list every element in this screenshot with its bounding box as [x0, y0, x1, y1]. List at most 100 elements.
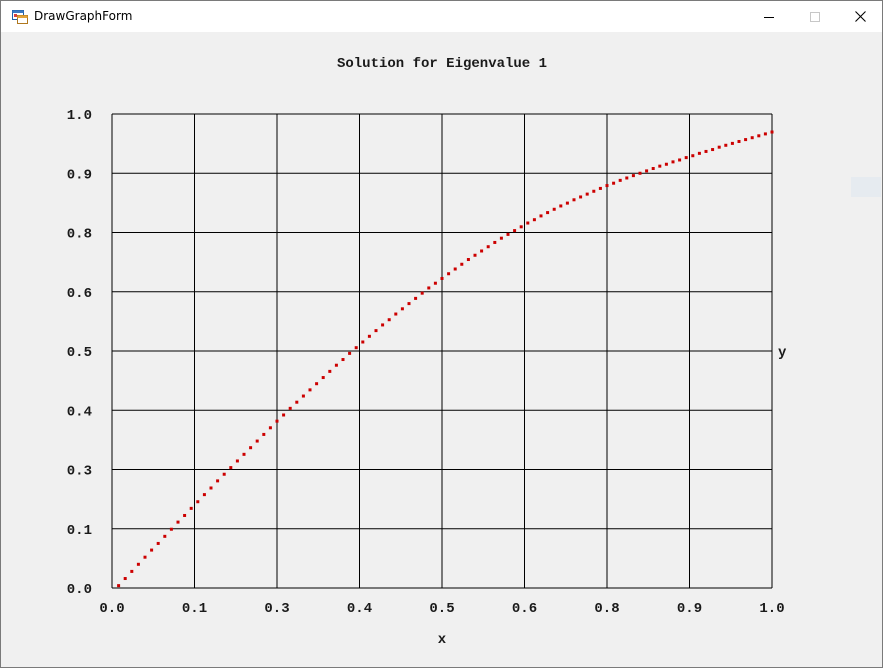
data-point	[664, 162, 668, 166]
data-point	[282, 413, 286, 417]
data-point	[757, 134, 761, 138]
data-point	[150, 548, 154, 552]
data-point	[308, 388, 312, 392]
y-tick-label: 0.3	[67, 464, 92, 480]
data-point	[559, 204, 563, 208]
data-point	[163, 534, 167, 538]
data-point	[440, 276, 444, 280]
data-point	[216, 479, 220, 483]
data-point	[262, 432, 266, 436]
data-point	[229, 466, 233, 470]
data-point	[374, 329, 378, 333]
data-point	[414, 296, 418, 300]
x-axis-label: x	[438, 632, 447, 648]
data-point	[453, 267, 457, 271]
data-point	[513, 229, 517, 233]
x-axis-ticks: 0.0 0.1 0.3 0.4 0.5 0.6 0.8 0.9 1.0	[99, 601, 784, 617]
window-title: DrawGraphForm	[34, 9, 133, 23]
minimize-button[interactable]	[746, 1, 792, 32]
close-button[interactable]	[837, 1, 883, 32]
data-point	[315, 382, 319, 386]
x-tick-label: 0.9	[677, 601, 702, 617]
maximize-button[interactable]	[792, 1, 838, 32]
data-point	[579, 195, 583, 199]
data-point	[361, 340, 365, 344]
data-point	[638, 171, 642, 175]
x-tick-label: 0.1	[182, 601, 207, 617]
data-point	[400, 307, 404, 311]
title-bar[interactable]: DrawGraphForm	[1, 1, 882, 32]
x-tick-label: 0.6	[512, 601, 537, 617]
data-point	[631, 174, 635, 178]
data-point	[750, 136, 754, 140]
data-point	[341, 358, 345, 362]
chart-grid	[111, 113, 773, 589]
data-point	[130, 569, 134, 573]
data-point	[466, 258, 470, 262]
data-point	[493, 240, 497, 244]
y-axis-label: y	[778, 345, 787, 361]
maximize-icon	[810, 11, 820, 22]
data-point	[625, 176, 629, 180]
x-tick-label: 0.3	[264, 601, 289, 617]
data-point	[605, 184, 609, 188]
data-point	[143, 555, 147, 559]
y-tick-label: 0.5	[67, 345, 92, 361]
data-point	[684, 156, 688, 160]
data-series	[117, 130, 774, 588]
data-point	[618, 178, 622, 182]
y-tick-label: 0.8	[67, 227, 92, 243]
y-tick-label: 0.1	[67, 523, 92, 539]
data-point	[348, 351, 352, 355]
data-point	[565, 201, 569, 205]
data-point	[678, 158, 682, 162]
x-tick-label: 1.0	[759, 601, 784, 617]
form-client-area: Solution for Eigenvalue 1 0.0 0.1 0.3 0.4 0.…	[1, 32, 882, 667]
data-point	[506, 232, 510, 236]
x-tick-label: 0.0	[99, 601, 124, 617]
x-tick-label: 0.4	[347, 601, 372, 617]
y-tick-label: 0.6	[67, 286, 92, 302]
x-tick-label: 0.5	[429, 601, 454, 617]
data-point	[394, 312, 398, 316]
data-point	[288, 406, 292, 410]
data-point	[249, 446, 253, 450]
close-icon	[854, 11, 866, 22]
data-point	[420, 291, 424, 295]
data-point	[671, 160, 675, 164]
data-point	[744, 138, 748, 142]
data-point	[519, 225, 523, 229]
data-point	[427, 286, 431, 290]
data-point	[526, 221, 530, 225]
data-point	[328, 369, 332, 373]
data-point	[354, 346, 358, 350]
data-point	[486, 245, 490, 249]
data-point	[592, 189, 596, 193]
data-point	[447, 272, 451, 276]
data-point	[275, 419, 279, 423]
data-point	[730, 141, 734, 145]
data-point	[123, 577, 127, 581]
data-point	[460, 262, 464, 266]
data-point	[189, 506, 193, 510]
data-point	[645, 169, 649, 173]
data-point	[156, 541, 160, 545]
data-point	[737, 139, 741, 143]
data-point	[433, 281, 437, 285]
data-point	[539, 214, 543, 218]
chart-title: Solution for Eigenvalue 1	[337, 56, 547, 72]
data-point	[770, 130, 774, 134]
data-point	[763, 132, 767, 136]
data-point	[334, 363, 338, 367]
data-point	[717, 145, 721, 149]
data-point	[367, 334, 371, 338]
data-point	[169, 527, 173, 531]
data-point	[381, 323, 385, 327]
eigenvalue-chart: Solution for Eigenvalue 1 0.0 0.1 0.3 0.4 0.…	[67, 56, 787, 648]
data-point	[612, 181, 616, 185]
data-point	[202, 493, 206, 497]
y-tick-label: 0.4	[67, 404, 92, 420]
data-point	[242, 452, 246, 456]
data-point	[255, 439, 259, 443]
